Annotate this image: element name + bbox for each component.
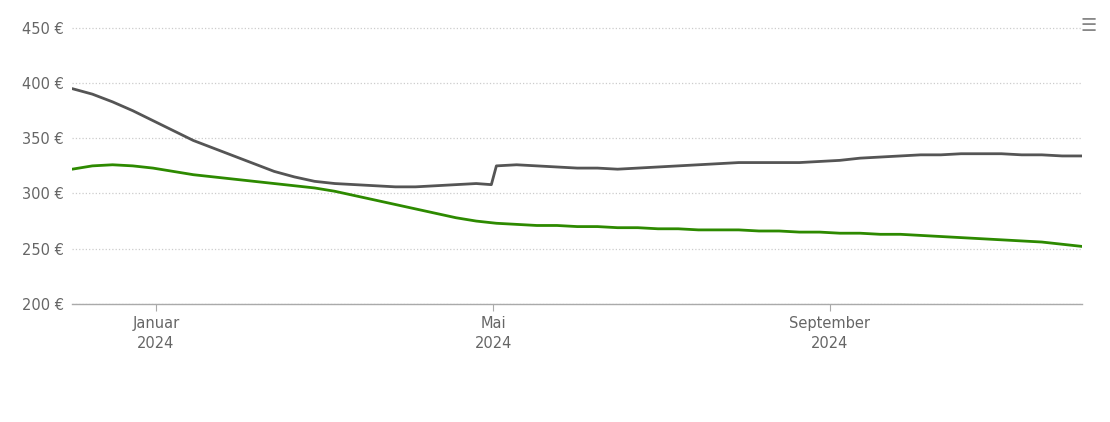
- Text: ☰: ☰: [1080, 17, 1097, 35]
- Legend: lose Ware, Sackware: lose Ware, Sackware: [446, 418, 708, 422]
